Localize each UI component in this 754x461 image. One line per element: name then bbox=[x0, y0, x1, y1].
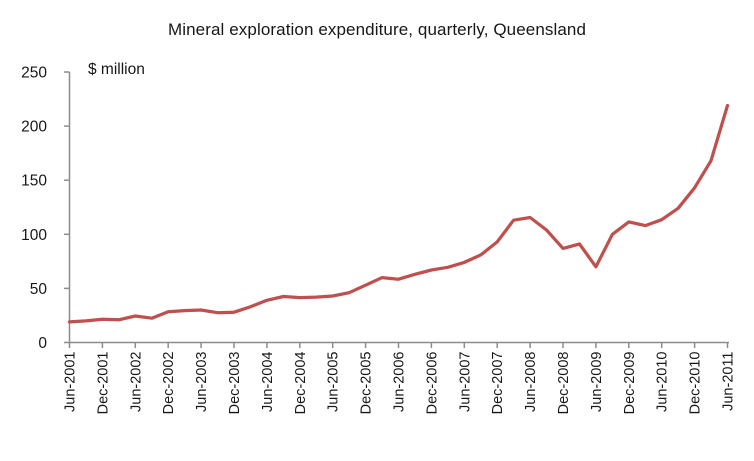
x-tick-label: Dec-2003 bbox=[227, 352, 243, 415]
x-tick-label: Dec-2006 bbox=[424, 352, 440, 415]
x-tick-label: Jun-2011 bbox=[721, 352, 737, 411]
chart-title: Mineral exploration expenditure, quarter… bbox=[167, 20, 587, 39]
x-tick-label: Jun-2001 bbox=[63, 352, 79, 412]
x-tick-label: Dec-2004 bbox=[293, 352, 309, 415]
y-tick-label: 100 bbox=[21, 227, 47, 244]
x-tick-label: Jun-2005 bbox=[326, 352, 342, 412]
x-tick-label: Jun-2003 bbox=[194, 352, 210, 412]
x-tick-label: Jun-2002 bbox=[128, 352, 144, 412]
x-tick-label: Dec-2005 bbox=[359, 352, 375, 415]
y-tick-label: 200 bbox=[21, 119, 47, 136]
x-tick-label: Jun-2007 bbox=[457, 352, 473, 412]
x-tick-label: Jun-2004 bbox=[260, 352, 276, 412]
x-tick-label: Dec-2009 bbox=[622, 352, 638, 415]
x-tick-label: Dec-2001 bbox=[95, 352, 111, 415]
expenditure-line bbox=[67, 103, 730, 324]
x-tick-label: Jun-2006 bbox=[392, 352, 408, 412]
y-tick-label: 0 bbox=[38, 335, 47, 352]
x-tick-label: Jun-2009 bbox=[589, 352, 605, 412]
y-tick-label: 50 bbox=[30, 281, 48, 298]
unit-label: $ million bbox=[88, 61, 145, 78]
y-tick-label: 250 bbox=[21, 65, 47, 82]
x-tick-label: Dec-2007 bbox=[490, 352, 506, 415]
x-tick-label: Dec-2008 bbox=[556, 352, 572, 415]
x-tick-label: Dec-2010 bbox=[688, 352, 704, 415]
x-tick-label: Jun-2010 bbox=[655, 352, 671, 412]
x-tick-label: Jun-2008 bbox=[523, 352, 539, 412]
y-tick-label: 150 bbox=[21, 173, 47, 190]
x-tick-label: Dec-2002 bbox=[161, 352, 177, 415]
